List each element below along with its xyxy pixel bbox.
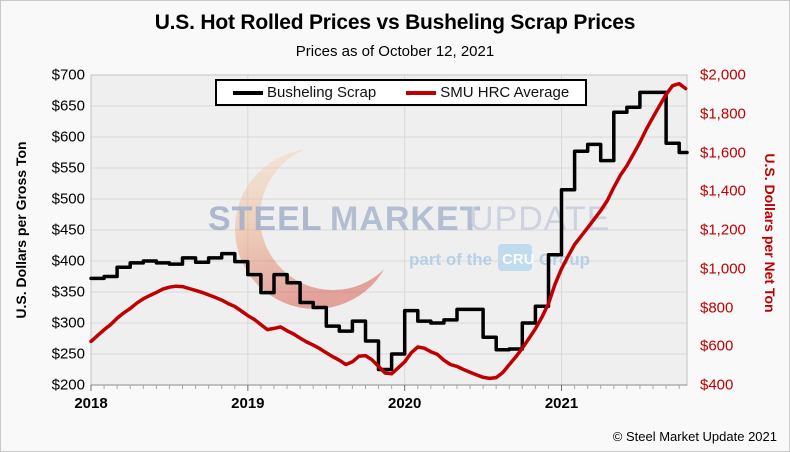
right-axis-tick-label: $2,000 xyxy=(700,66,746,84)
watermark-word-update: UPDATE xyxy=(469,200,610,238)
watermark-word-market: MARKET xyxy=(330,200,481,238)
left-axis-tick-label: $250 xyxy=(51,345,85,363)
right-axis-tick-label: $1,200 xyxy=(700,221,746,239)
watermark-tagline-prefix: part of the xyxy=(409,250,492,269)
left-axis-tick-label: $700 xyxy=(51,66,85,84)
x-axis-tick-label: 2019 xyxy=(231,395,265,412)
busheling-scrap-swatch-icon xyxy=(233,90,263,95)
watermark-word-steel: STEEL xyxy=(208,200,323,238)
watermark: STEEL MARKET UPDATE part of the CRU Grou… xyxy=(208,200,610,271)
cru-badge xyxy=(498,244,532,271)
right-axis-tick-label: $400 xyxy=(700,376,734,394)
legend-label-smu-hrc-average: SMU HRC Average xyxy=(440,84,570,101)
smu-hrc-average-swatch-icon xyxy=(406,90,437,95)
x-axis-tick-label: 2020 xyxy=(387,395,422,412)
right-axis-tick-label: $1,000 xyxy=(700,260,746,278)
left-axis-tick-label: $200 xyxy=(51,376,85,394)
series-layer xyxy=(89,81,689,381)
right-axis-tick-label: $600 xyxy=(700,337,734,355)
chart-title: U.S. Hot Rolled Prices vs Busheling Scra… xyxy=(154,11,636,34)
left-axis-tick-label: $550 xyxy=(51,159,85,177)
copyright-notice: © Steel Market Update 2021 xyxy=(612,429,777,444)
left-axis-tick-label: $350 xyxy=(51,283,85,301)
legend-entry-smu-hrc-average: SMU HRC Average xyxy=(406,84,569,101)
left-axis-tick-label: $400 xyxy=(51,252,85,270)
left-axis-title: U.S. Dollars per Gross Ton xyxy=(13,141,29,319)
cru-badge-label: CRU xyxy=(502,251,535,268)
chart-subtitle: Prices as of October 12, 2021 xyxy=(295,43,495,60)
left-axis-tick-label: $450 xyxy=(51,221,85,239)
legend: Busheling Scrap SMU HRC Average xyxy=(215,79,588,106)
left-axis-tick-label: $600 xyxy=(51,128,85,146)
smu-hrc-average-line xyxy=(89,81,688,381)
x-axis-tick-label: 2018 xyxy=(74,395,108,412)
watermark-crescent-icon xyxy=(235,149,395,309)
legend-label-busheling-scrap: Busheling Scrap xyxy=(267,84,377,101)
left-axis-tick-label: $650 xyxy=(51,97,85,115)
busheling-scrap-line xyxy=(89,90,689,372)
right-axis-tick-label: $1,400 xyxy=(700,182,746,200)
x-axis-tick-label: 2021 xyxy=(544,395,579,412)
right-axis-title: U.S. Dollars per Net Ton xyxy=(762,153,778,313)
right-axis-tick-label: $1,600 xyxy=(700,144,746,161)
right-axis-tick-label: $800 xyxy=(700,299,734,316)
right-axis-tick-label: $1,800 xyxy=(700,105,746,123)
legend-entry-busheling-scrap: Busheling Scrap xyxy=(233,84,376,101)
left-axis-tick-label: $500 xyxy=(51,190,85,208)
left-axis-tick-label: $300 xyxy=(51,314,85,332)
